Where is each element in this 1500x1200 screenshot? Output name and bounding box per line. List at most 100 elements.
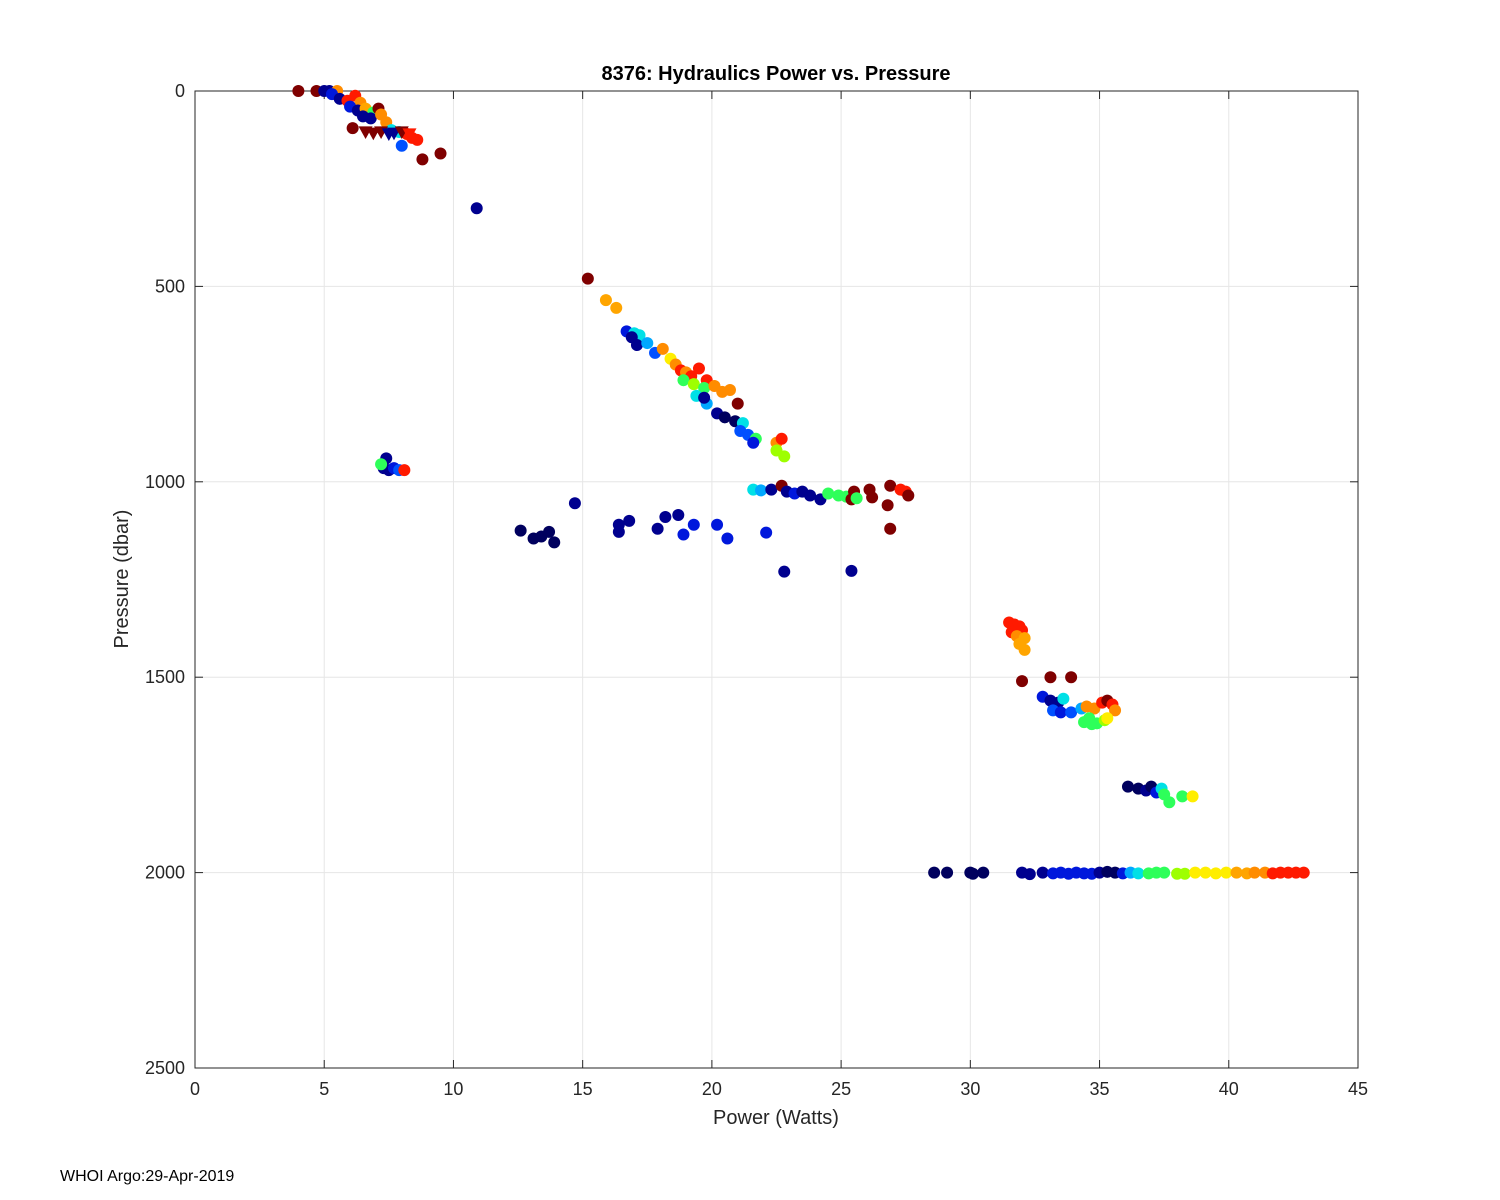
data-point: [804, 489, 817, 502]
data-point: [398, 464, 411, 477]
data-point: [346, 122, 359, 135]
y-tick-label: 0: [175, 81, 185, 101]
data-point: [881, 499, 894, 512]
data-point: [1023, 868, 1036, 881]
data-point: [659, 510, 672, 523]
data-point: [434, 147, 447, 160]
y-tick-label: 2000: [145, 863, 185, 883]
data-point: [1189, 866, 1202, 879]
data-point: [721, 532, 734, 545]
data-point: [822, 487, 835, 500]
data-point: [1054, 706, 1067, 719]
y-axis-label: Pressure (dbar): [111, 510, 133, 649]
data-point: [850, 492, 863, 505]
data-point: [754, 484, 767, 497]
data-point: [687, 518, 700, 531]
data-point: [731, 397, 744, 410]
data-point: [698, 391, 711, 404]
data-point: [778, 450, 791, 463]
data-point: [1178, 867, 1191, 880]
data-point: [1065, 671, 1078, 684]
data-point: [1186, 790, 1199, 803]
data-point: [765, 483, 778, 496]
x-tick-label: 40: [1219, 1079, 1239, 1099]
data-point: [778, 565, 791, 578]
data-point: [543, 525, 556, 538]
data-point: [1036, 866, 1049, 879]
x-tick-label: 0: [190, 1079, 200, 1099]
data-point: [395, 139, 408, 152]
data-point: [1199, 866, 1212, 879]
x-tick-label: 15: [573, 1079, 593, 1099]
data-point: [612, 525, 625, 538]
data-point: [692, 362, 705, 375]
y-tick-label: 1500: [145, 667, 185, 687]
x-tick-label: 45: [1348, 1079, 1368, 1099]
data-point: [1016, 675, 1029, 688]
data-point: [623, 514, 636, 527]
data-point: [470, 202, 483, 215]
data-point: [711, 518, 724, 531]
data-point: [977, 866, 990, 879]
axis-ticks: 0 5 10 15 20 25 30 35 40 45 0 500 1000 1500 2000 2500: [145, 81, 1368, 1099]
data-point: [1163, 796, 1176, 809]
data-point: [1109, 704, 1122, 717]
data-point: [1248, 866, 1261, 879]
data-point: [677, 374, 690, 387]
data-point: [1158, 866, 1171, 879]
y-tick-label: 1000: [145, 472, 185, 492]
data-point: [775, 432, 788, 445]
data-point: [1044, 671, 1057, 684]
data-point: [1018, 643, 1031, 656]
data-point: [884, 479, 897, 492]
y-tick-label: 500: [155, 276, 185, 296]
x-tick-label: 5: [319, 1079, 329, 1099]
data-point: [928, 866, 941, 879]
data-point: [1101, 712, 1114, 725]
data-point: [677, 528, 690, 541]
data-point: [884, 522, 897, 535]
data-point: [845, 564, 858, 577]
plot-area: [194, 90, 1359, 1069]
data-point: [723, 383, 736, 396]
data-point: [672, 509, 685, 522]
data-point: [1297, 866, 1310, 879]
x-tick-label: 10: [443, 1079, 463, 1099]
data-point: [610, 301, 623, 314]
data-point: [630, 339, 643, 352]
data-point: [1083, 712, 1096, 725]
x-tick-label: 35: [1090, 1079, 1110, 1099]
data-point: [641, 337, 654, 350]
data-point: [292, 85, 305, 97]
data-point: [718, 411, 731, 424]
data-point: [651, 522, 664, 535]
data-point: [902, 489, 915, 502]
data-point: [581, 272, 594, 285]
data-point: [966, 867, 979, 880]
data-point: [760, 526, 773, 539]
x-tick-label: 30: [960, 1079, 980, 1099]
chart-title: 8376: Hydraulics Power vs. Pressure: [601, 63, 950, 85]
data-points: [292, 85, 1310, 881]
data-point: [1057, 692, 1070, 705]
data-point: [1230, 866, 1243, 879]
data-point: [656, 342, 669, 355]
data-point: [1220, 866, 1233, 879]
data-point: [866, 491, 879, 504]
data-point: [364, 112, 377, 125]
x-axis-label: Power (Watts): [713, 1107, 839, 1129]
data-point: [514, 524, 527, 537]
data-point: [375, 458, 388, 471]
data-point: [941, 866, 954, 879]
data-point: [1176, 790, 1189, 803]
data-point-triangle: [402, 128, 417, 141]
x-tick-label: 20: [702, 1079, 722, 1099]
data-point: [568, 497, 581, 510]
y-tick-label: 2500: [145, 1058, 185, 1078]
data-point: [1132, 867, 1145, 880]
x-tick-label: 25: [831, 1079, 851, 1099]
data-point: [599, 294, 612, 307]
data-point: [1209, 867, 1222, 880]
footer-stamp: WHOI Argo:29-Apr-2019: [60, 1168, 235, 1185]
